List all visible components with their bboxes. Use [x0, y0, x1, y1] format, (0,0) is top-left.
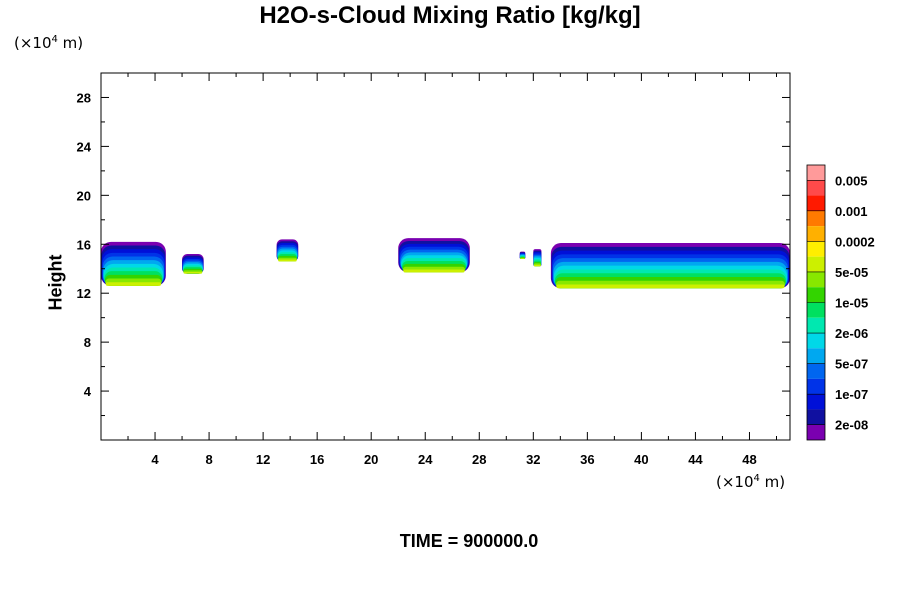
- y-tick-label: 4: [84, 384, 92, 399]
- y-tick-label: 28: [77, 90, 91, 105]
- colorbar-swatch: [807, 378, 825, 395]
- cloud-region: [398, 238, 470, 273]
- cloud-region: [550, 243, 790, 289]
- y-unit-prefix: (×10: [14, 34, 52, 52]
- colorbar-label: 0.005: [835, 173, 868, 188]
- colorbar-swatch: [807, 241, 825, 257]
- cloud-band: [105, 282, 162, 286]
- x-tick-label: 48: [742, 452, 756, 467]
- x-tick-label: 20: [364, 452, 378, 467]
- colorbar-label: 2e-08: [835, 418, 868, 433]
- x-tick-label: 8: [205, 452, 212, 467]
- colorbar-label: 1e-05: [835, 296, 868, 311]
- x-unit-suffix: m): [759, 473, 786, 491]
- x-tick-label: 44: [688, 452, 703, 467]
- cloud-region: [519, 251, 526, 259]
- cloud-band: [183, 271, 203, 274]
- x-tick-label: 24: [418, 452, 433, 467]
- x-tick-label: 28: [472, 452, 486, 467]
- cloud-band: [520, 258, 525, 259]
- colorbar-swatch: [807, 424, 825, 440]
- y-tick-label: 12: [77, 286, 91, 301]
- colorbar-swatch: [807, 256, 825, 272]
- y-axis-unit: (×104 m): [14, 34, 83, 52]
- x-unit-prefix: (×10: [716, 473, 754, 491]
- colorbar-swatch: [807, 165, 825, 181]
- colorbar-label: 5e-07: [835, 357, 868, 372]
- cloud-region: [182, 254, 204, 274]
- x-tick-label: 12: [256, 452, 270, 467]
- cloud-band: [533, 264, 541, 267]
- cloud-region: [101, 241, 166, 286]
- cloud-band: [278, 259, 297, 262]
- y-unit-suffix: m): [57, 34, 84, 52]
- colorbar-swatch: [807, 210, 825, 227]
- colorbar-swatch: [807, 180, 825, 196]
- cloud-region: [533, 249, 542, 267]
- colorbar-label: 0.0002: [835, 234, 875, 249]
- y-tick-label: 8: [84, 335, 91, 350]
- y-tick-label: 20: [77, 188, 91, 203]
- colorbar-swatch: [807, 302, 825, 318]
- plot-frame: [100, 72, 791, 441]
- y-tick-label: 16: [77, 237, 91, 252]
- colorbar-label: 0.001: [835, 204, 868, 219]
- cloud-band: [403, 269, 465, 273]
- x-tick-label: 32: [526, 452, 540, 467]
- colorbar-swatch: [807, 394, 825, 410]
- colorbar-swatch: [807, 409, 825, 425]
- time-label: TIME = 900000.0: [399, 531, 539, 551]
- x-axis-unit: (×104 m): [716, 473, 785, 491]
- colorbar-swatch: [807, 226, 825, 242]
- x-tick-label: 40: [634, 452, 648, 467]
- colorbar-swatch: [807, 333, 825, 349]
- colorbar-label: 2e-06: [835, 326, 868, 341]
- cloud-region: [276, 239, 299, 262]
- x-unit-exponent: 4: [753, 473, 760, 484]
- chart-title: H2O-s-Cloud Mixing Ratio [kg/kg]: [259, 2, 641, 29]
- y-unit-exponent: 4: [51, 34, 58, 45]
- colorbar-swatch: [807, 195, 825, 211]
- colorbar: 0.005 0.001 0.0002 5e-05 1e-05 2e-06 5e-07 1e-0…: [806, 164, 875, 441]
- colorbar-swatch: [807, 363, 825, 379]
- x-tick-label: 36: [580, 452, 594, 467]
- colorbar-label: 5e-05: [835, 265, 868, 280]
- cloud-band: [556, 284, 785, 289]
- colorbar-swatch: [807, 348, 825, 364]
- colorbar-swatch: [807, 317, 825, 334]
- x-tick-label: 16: [310, 452, 324, 467]
- cloud-field: [101, 238, 790, 289]
- x-tick-label: 4: [151, 452, 159, 467]
- colorbar-label: 1e-07: [835, 387, 868, 402]
- colorbar-swatch: [807, 271, 825, 288]
- colorbar-swatch: [807, 287, 825, 303]
- y-tick-label: 24: [77, 139, 92, 154]
